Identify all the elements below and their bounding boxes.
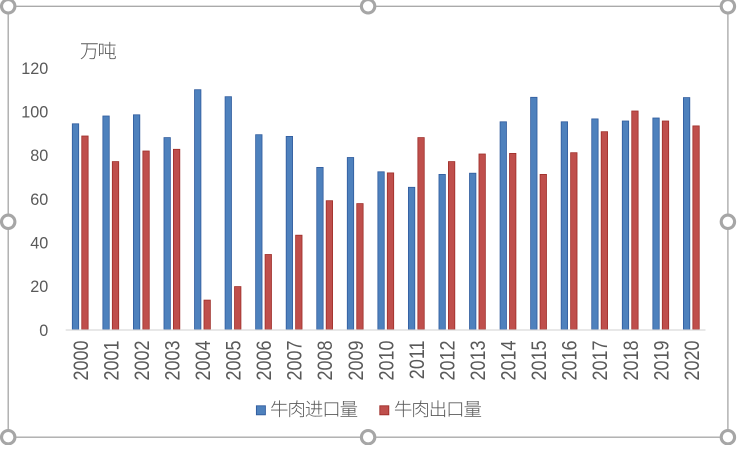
svg-text:2009: 2009 [345, 341, 369, 381]
svg-text:2000: 2000 [70, 340, 94, 380]
svg-text:2004: 2004 [192, 340, 216, 380]
svg-text:40: 40 [30, 235, 48, 253]
svg-text:2007: 2007 [283, 341, 307, 381]
svg-text:2014: 2014 [497, 340, 521, 380]
svg-text:2019: 2019 [650, 341, 674, 381]
svg-text:2012: 2012 [436, 341, 460, 381]
svg-text:2002: 2002 [131, 341, 155, 381]
svg-text:120: 120 [21, 60, 48, 78]
svg-text:2013: 2013 [467, 340, 491, 380]
svg-text:2008: 2008 [314, 340, 338, 380]
svg-text:20: 20 [30, 278, 48, 296]
svg-text:100: 100 [21, 104, 48, 122]
svg-text:2001: 2001 [100, 341, 124, 381]
svg-text:2003: 2003 [161, 340, 185, 380]
svg-text:2011: 2011 [406, 341, 430, 380]
svg-text:2006: 2006 [253, 340, 277, 380]
svg-text:80: 80 [30, 147, 48, 165]
svg-text:2017: 2017 [589, 341, 613, 381]
svg-text:2016: 2016 [558, 340, 582, 380]
svg-text:2020: 2020 [681, 340, 705, 380]
svg-text:2010: 2010 [375, 340, 399, 380]
svg-text:2005: 2005 [222, 340, 246, 380]
svg-text:0: 0 [39, 322, 48, 340]
svg-text:60: 60 [30, 191, 48, 209]
svg-text:2015: 2015 [528, 340, 552, 380]
svg-text:2018: 2018 [620, 340, 644, 380]
